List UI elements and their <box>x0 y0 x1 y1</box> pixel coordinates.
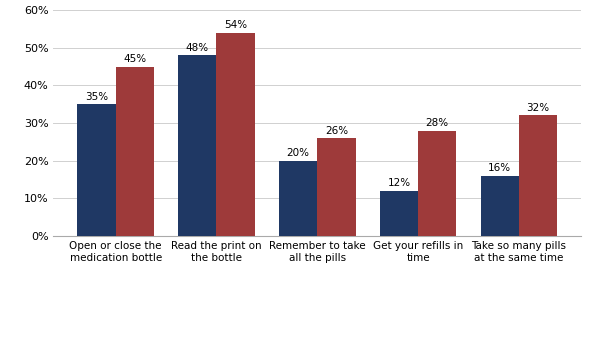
Text: 28%: 28% <box>426 118 449 128</box>
Text: 54%: 54% <box>224 21 247 30</box>
Bar <box>480 176 519 236</box>
Bar <box>279 161 317 236</box>
Text: 12%: 12% <box>387 179 410 188</box>
Text: 32%: 32% <box>527 103 550 113</box>
Bar <box>77 104 116 236</box>
Text: 20%: 20% <box>286 148 310 158</box>
Text: 45%: 45% <box>123 54 146 64</box>
Bar <box>380 191 418 236</box>
Bar <box>116 67 154 236</box>
Text: 26%: 26% <box>325 126 348 136</box>
Bar <box>178 55 216 236</box>
Bar <box>216 33 255 236</box>
Bar <box>317 138 356 236</box>
Text: 35%: 35% <box>85 92 108 102</box>
Bar <box>418 130 457 236</box>
Text: 16%: 16% <box>488 163 511 174</box>
Bar <box>519 116 557 236</box>
Text: 48%: 48% <box>186 43 209 53</box>
